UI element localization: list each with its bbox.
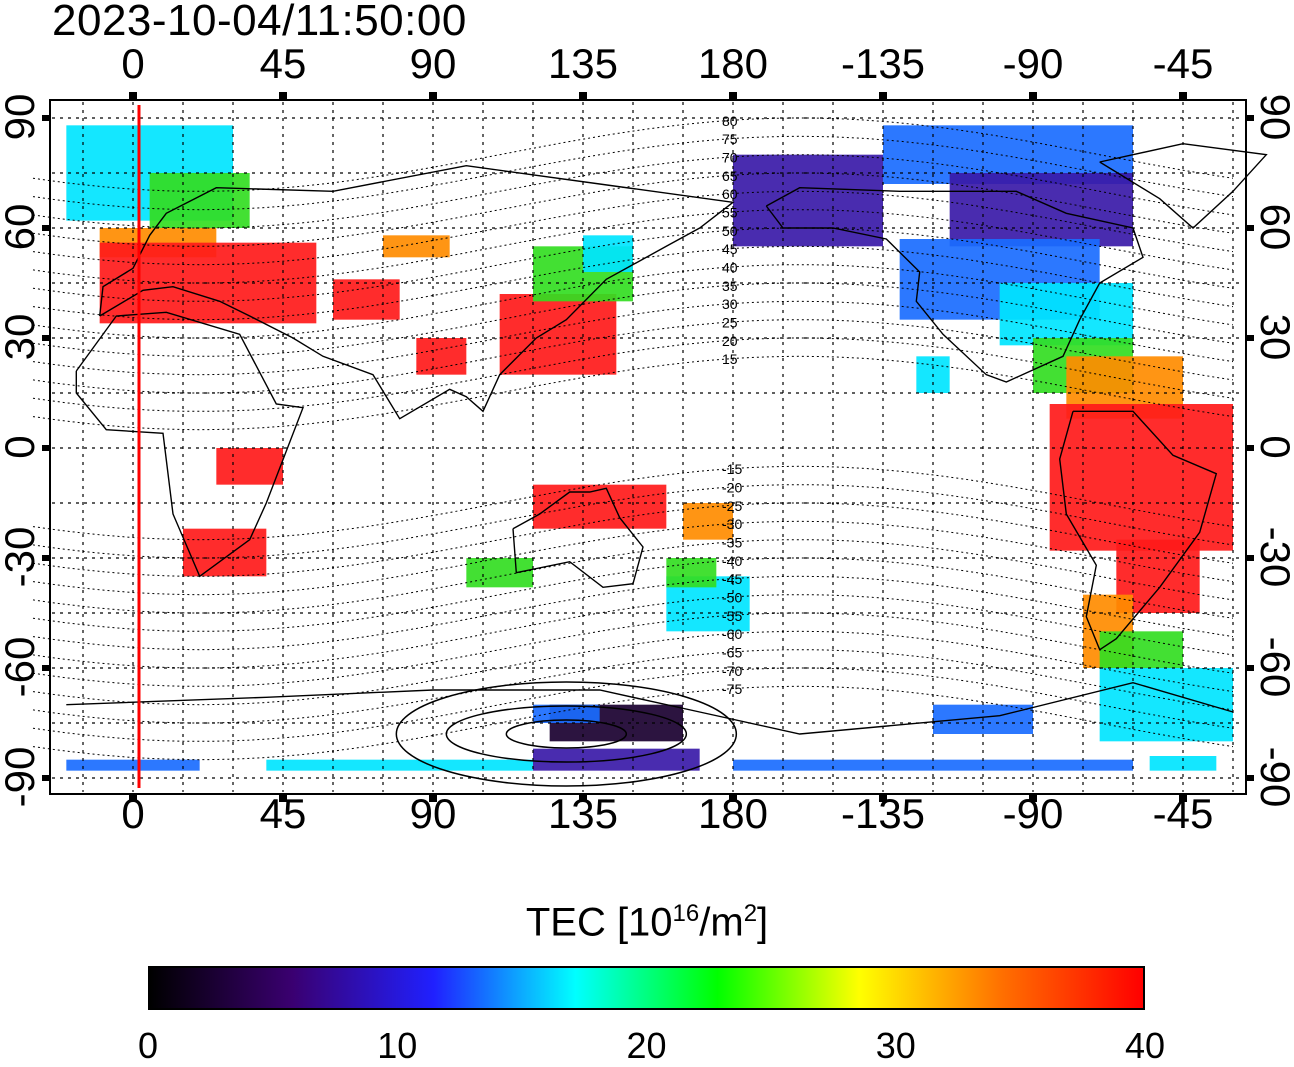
y-tick-label-left: -30 <box>0 526 43 588</box>
x-tick-label: 135 <box>547 40 619 87</box>
contour-label: -45 <box>722 571 742 587</box>
contour-label: 55 <box>722 205 738 221</box>
y-tick-label-left: 30 <box>0 313 43 361</box>
x-tick-label: 135 <box>547 790 619 837</box>
contour-label: 50 <box>722 223 738 239</box>
contour-label: -20 <box>722 480 742 496</box>
contour-label: -30 <box>722 516 742 532</box>
contour-label: 65 <box>722 168 738 184</box>
contour-label: -40 <box>722 553 742 569</box>
tec-map: 80 75 70 65 60 55 50 45 40 35 30 25 20 15 -15 -20 -25 -30… <box>32 92 1268 802</box>
geomagnetic-contours: 80 75 70 65 60 55 50 45 40 35 30 25 20 15 -15 -20 -25 -30… <box>32 113 1234 787</box>
y-tick-label-right: -60 <box>1252 636 1294 698</box>
contour-label: -35 <box>722 535 742 551</box>
x-tick-label: -45 <box>1152 40 1214 87</box>
y-tick-label-left: 0 <box>0 435 43 459</box>
y-tick-label-left: -60 <box>0 636 43 698</box>
contour-label: -55 <box>722 608 742 624</box>
contour-label: 75 <box>722 131 738 147</box>
colorbar-tick-label: 20 <box>626 1025 667 1066</box>
contour-label: -70 <box>722 663 742 679</box>
y-tick-label-right: 60 <box>1252 203 1294 251</box>
contour-label: 45 <box>722 241 738 257</box>
colorbar-title: TEC [1016/m2] <box>525 900 769 945</box>
x-tick-label: 90 <box>409 790 457 837</box>
contour-label: -15 <box>722 461 742 477</box>
contour-label: 25 <box>722 315 738 331</box>
y-tick-label-right: -90 <box>1252 746 1294 808</box>
tec-data-layer <box>66 125 1233 771</box>
x-tick-label: 180 <box>697 40 769 87</box>
contour-label: -75 <box>722 681 742 697</box>
colorbar-tick-label: 40 <box>1124 1025 1166 1066</box>
contour-label: 20 <box>722 333 738 349</box>
y-tick-label-left: -90 <box>0 746 43 808</box>
contour-label: 60 <box>722 186 738 202</box>
contour-label: 70 <box>722 150 738 166</box>
x-tick-label: -90 <box>1002 790 1064 837</box>
y-tick-label-right: 30 <box>1252 313 1294 361</box>
colorbar-tick-label: 0 <box>137 1025 159 1066</box>
x-tick-label: -90 <box>1002 40 1064 87</box>
contour-label: 40 <box>722 260 738 276</box>
contour-label: -25 <box>722 498 742 514</box>
colorbar-tick-label: 30 <box>875 1025 916 1066</box>
x-tick-label: -45 <box>1152 790 1214 837</box>
coastlines <box>66 142 1268 735</box>
x-tick-label: 0 <box>121 790 145 837</box>
y-tick-label-right: -30 <box>1252 526 1294 588</box>
x-tick-label: 90 <box>409 40 457 87</box>
contour-label: 30 <box>722 296 738 312</box>
x-tick-label: 45 <box>259 790 307 837</box>
y-tick-label-right: 0 <box>1251 387 1294 507</box>
colorbar-tick-label: 10 <box>377 1025 418 1066</box>
contour-label: 80 <box>722 113 738 129</box>
x-tick-label: 45 <box>259 40 307 87</box>
x-tick-label: -135 <box>840 790 926 837</box>
x-tick-label: 180 <box>697 790 769 837</box>
contour-label: -65 <box>722 645 742 661</box>
timestamp-title: 2023-10-04/11:50:00 <box>52 0 467 45</box>
contour-label: -60 <box>722 626 742 642</box>
colorbar <box>148 966 1145 1010</box>
contour-label: 35 <box>722 278 738 294</box>
axis-ticks <box>42 92 1254 802</box>
x-tick-label: 0 <box>121 40 145 87</box>
contour-label: 15 <box>722 351 738 367</box>
y-tick-label-left: 60 <box>0 203 43 251</box>
y-tick-label-right: 90 <box>1252 93 1294 141</box>
contour-label: -50 <box>722 590 742 606</box>
y-tick-label-left: 90 <box>0 93 43 141</box>
grid-lines <box>52 102 1244 792</box>
x-tick-label: -135 <box>840 40 926 87</box>
